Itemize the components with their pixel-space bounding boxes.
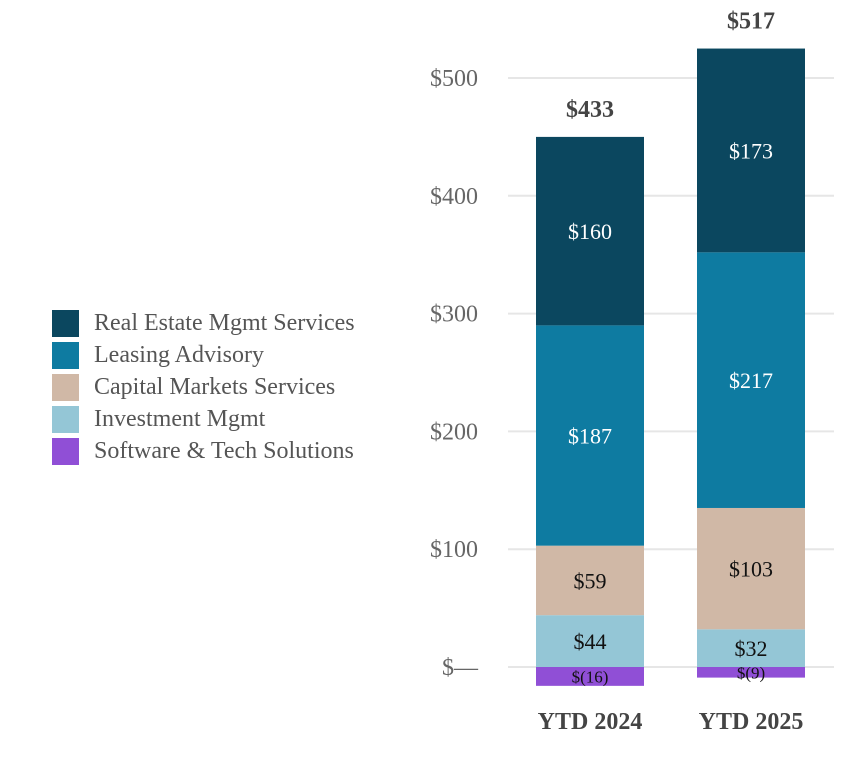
legend-item: Capital Markets Services xyxy=(52,371,355,403)
x-tick-label: YTD 2025 xyxy=(699,709,804,735)
legend-item: Real Estate Mgmt Services xyxy=(52,307,355,339)
bar-segment xyxy=(536,136,644,326)
legend-swatch xyxy=(52,309,79,337)
legend-swatch xyxy=(52,437,79,465)
data-label: $59 xyxy=(574,568,607,593)
total-label: $517 xyxy=(727,9,775,35)
y-tick-label: $300 xyxy=(430,302,478,328)
bar-segment xyxy=(697,48,805,253)
total-label: $433 xyxy=(566,97,614,123)
y-tick-label: $500 xyxy=(430,66,478,92)
bar-segment xyxy=(536,545,644,616)
y-tick-label: $400 xyxy=(430,184,478,210)
bar-segment xyxy=(697,507,805,630)
legend-swatch xyxy=(52,405,79,433)
legend-label: Investment Mgmt xyxy=(94,405,266,432)
data-label: $44 xyxy=(574,629,607,654)
bar-segment xyxy=(697,252,805,508)
data-label: $187 xyxy=(568,424,612,449)
bar-segment xyxy=(697,629,805,667)
data-label: $160 xyxy=(568,219,612,244)
bar-segment xyxy=(697,667,805,678)
bar-segment xyxy=(536,667,644,686)
legend-swatch xyxy=(52,373,79,401)
legend-item: Investment Mgmt xyxy=(52,403,355,435)
data-label: $173 xyxy=(729,138,773,163)
data-label: $(9) xyxy=(737,663,765,682)
legend-swatch xyxy=(52,341,79,369)
bar-segment xyxy=(536,325,644,546)
legend-label: Software & Tech Solutions xyxy=(94,437,354,464)
legend-label: Leasing Advisory xyxy=(94,341,264,368)
y-tick-label: $200 xyxy=(430,419,478,445)
legend-item: Leasing Advisory xyxy=(52,339,355,371)
bar-segment xyxy=(536,615,644,667)
legend-label: Capital Markets Services xyxy=(94,373,336,400)
data-label: $103 xyxy=(729,557,773,582)
data-label: $217 xyxy=(729,368,773,393)
data-label: $32 xyxy=(735,636,768,661)
x-tick-label: YTD 2024 xyxy=(538,709,643,735)
y-tick-label: $100 xyxy=(430,537,478,563)
legend-item: Software & Tech Solutions xyxy=(52,435,355,467)
legend-label: Real Estate Mgmt Services xyxy=(94,309,355,336)
y-tick-label: $— xyxy=(442,655,479,681)
data-label: $(16) xyxy=(572,667,609,686)
legend: Real Estate Mgmt Services Leasing Advisor… xyxy=(52,307,355,467)
